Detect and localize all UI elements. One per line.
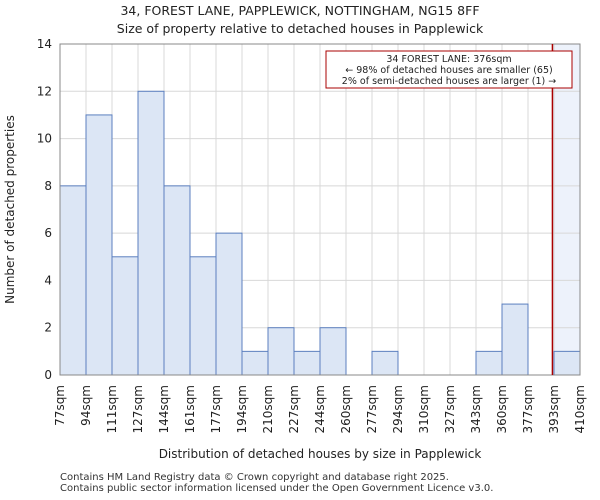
x-tick-label: 161sqm [183,385,197,433]
highlight-region [552,44,580,375]
y-axis-label: Number of detached properties [3,115,17,304]
x-tick-label: 127sqm [131,385,145,433]
x-tick-label: 277sqm [365,385,379,433]
y-tick-label: 12 [37,84,52,98]
x-tick-label: 294sqm [391,385,405,433]
y-tick-label: 0 [44,368,52,382]
bar [189,256,217,376]
bar [267,327,295,376]
bar [319,327,347,376]
x-tick-label: 260sqm [339,385,353,433]
y-tick-label: 14 [37,37,52,51]
bar [475,350,503,376]
y-tick-label: 10 [37,132,52,146]
y-tick-label: 2 [44,321,52,335]
histogram-chart: 0 2 4 6 8 10 12 14 77sqm 94sqm 111sqm 127sqm 144sqm 1… [3,37,587,461]
footer-copyright: Contains HM Land Registry data © Crown c… [60,472,449,483]
x-tick-label: 310sqm [417,385,431,433]
annotation-box [325,50,573,89]
annotation-text: 34 FOREST LANE: 376sqm [386,54,511,65]
x-tick-label: 210sqm [261,385,275,433]
x-tick-label: 393sqm [547,385,561,433]
x-tick-label: 343sqm [469,385,483,433]
x-tick-label: 377sqm [521,385,535,433]
x-tick-label: 410sqm [573,385,587,433]
x-tick-label: 144sqm [157,385,171,433]
x-tick-label: 77sqm [53,385,67,426]
bar [371,350,399,376]
bar [59,185,87,376]
x-tick-label: 194sqm [235,385,249,433]
bar [163,185,191,376]
bar [241,350,269,376]
y-tick-label: 6 [44,226,52,240]
bar [85,114,113,376]
bar [553,350,581,376]
annotation-text: 2% of semi-detached houses are larger (1… [342,76,556,87]
y-tick-label: 4 [44,273,52,287]
x-tick-label: 227sqm [287,385,301,433]
bar [137,90,165,376]
x-tick-label: 360sqm [495,385,509,433]
bar [501,303,529,376]
x-tick-label: 327sqm [443,385,457,433]
chart-title: 34, FOREST LANE, PAPPLEWICK, NOTTINGHAM,… [120,3,480,18]
x-tick-label: 111sqm [105,385,119,433]
x-tick-label: 244sqm [313,385,327,433]
bar [293,350,321,376]
footer-licence: Contains public sector information licen… [60,483,494,494]
bar [215,232,243,376]
plot-frame [59,43,581,376]
x-tick-label: 94sqm [79,385,93,426]
bar [111,256,139,376]
chart-subtitle: Size of property relative to detached ho… [116,21,484,36]
y-tick-label: 8 [44,179,52,193]
annotation-text: ← 98% of detached houses are smaller (65… [345,65,552,76]
x-axis-label: Distribution of detached houses by size … [159,447,482,461]
x-tick-label: 177sqm [209,385,223,433]
